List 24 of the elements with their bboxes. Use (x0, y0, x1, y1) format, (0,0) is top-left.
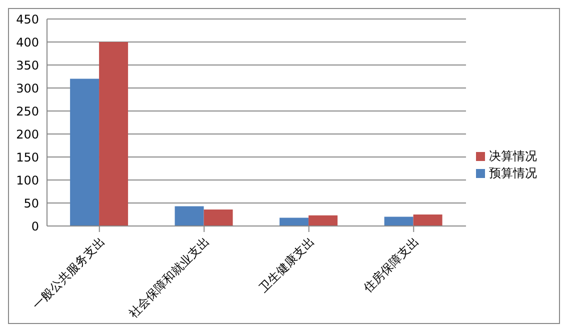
bar (70, 78, 100, 226)
y-tick-label: 150 (16, 150, 39, 164)
bar (384, 216, 414, 226)
y-tick-label: 100 (16, 173, 39, 188)
bar (280, 218, 309, 226)
y-tick-label: 0 (31, 219, 39, 234)
x-tick-label: 社会保障和就业支出 (126, 234, 212, 320)
legend-label: 决算情况 (489, 149, 537, 163)
y-tick-label: 450 (16, 12, 39, 26)
y-tick-label: 300 (16, 81, 39, 96)
y-tick-label: 200 (16, 127, 39, 142)
y-tick-label: 400 (16, 35, 39, 50)
bar (204, 209, 233, 226)
bar (174, 206, 204, 226)
bar (413, 214, 442, 226)
legend-label: 预算情况 (489, 166, 537, 180)
x-tick-label: 卫生健康支出 (256, 234, 317, 296)
y-tick-label: 50 (24, 196, 39, 210)
bar (308, 215, 338, 226)
y-tick-label: 350 (16, 58, 39, 72)
x-tick-label: 住房保障支出 (360, 234, 422, 296)
bar (99, 42, 128, 226)
y-tick-label: 250 (16, 104, 39, 118)
x-tick-label: 一般公共服务支出 (30, 234, 108, 312)
